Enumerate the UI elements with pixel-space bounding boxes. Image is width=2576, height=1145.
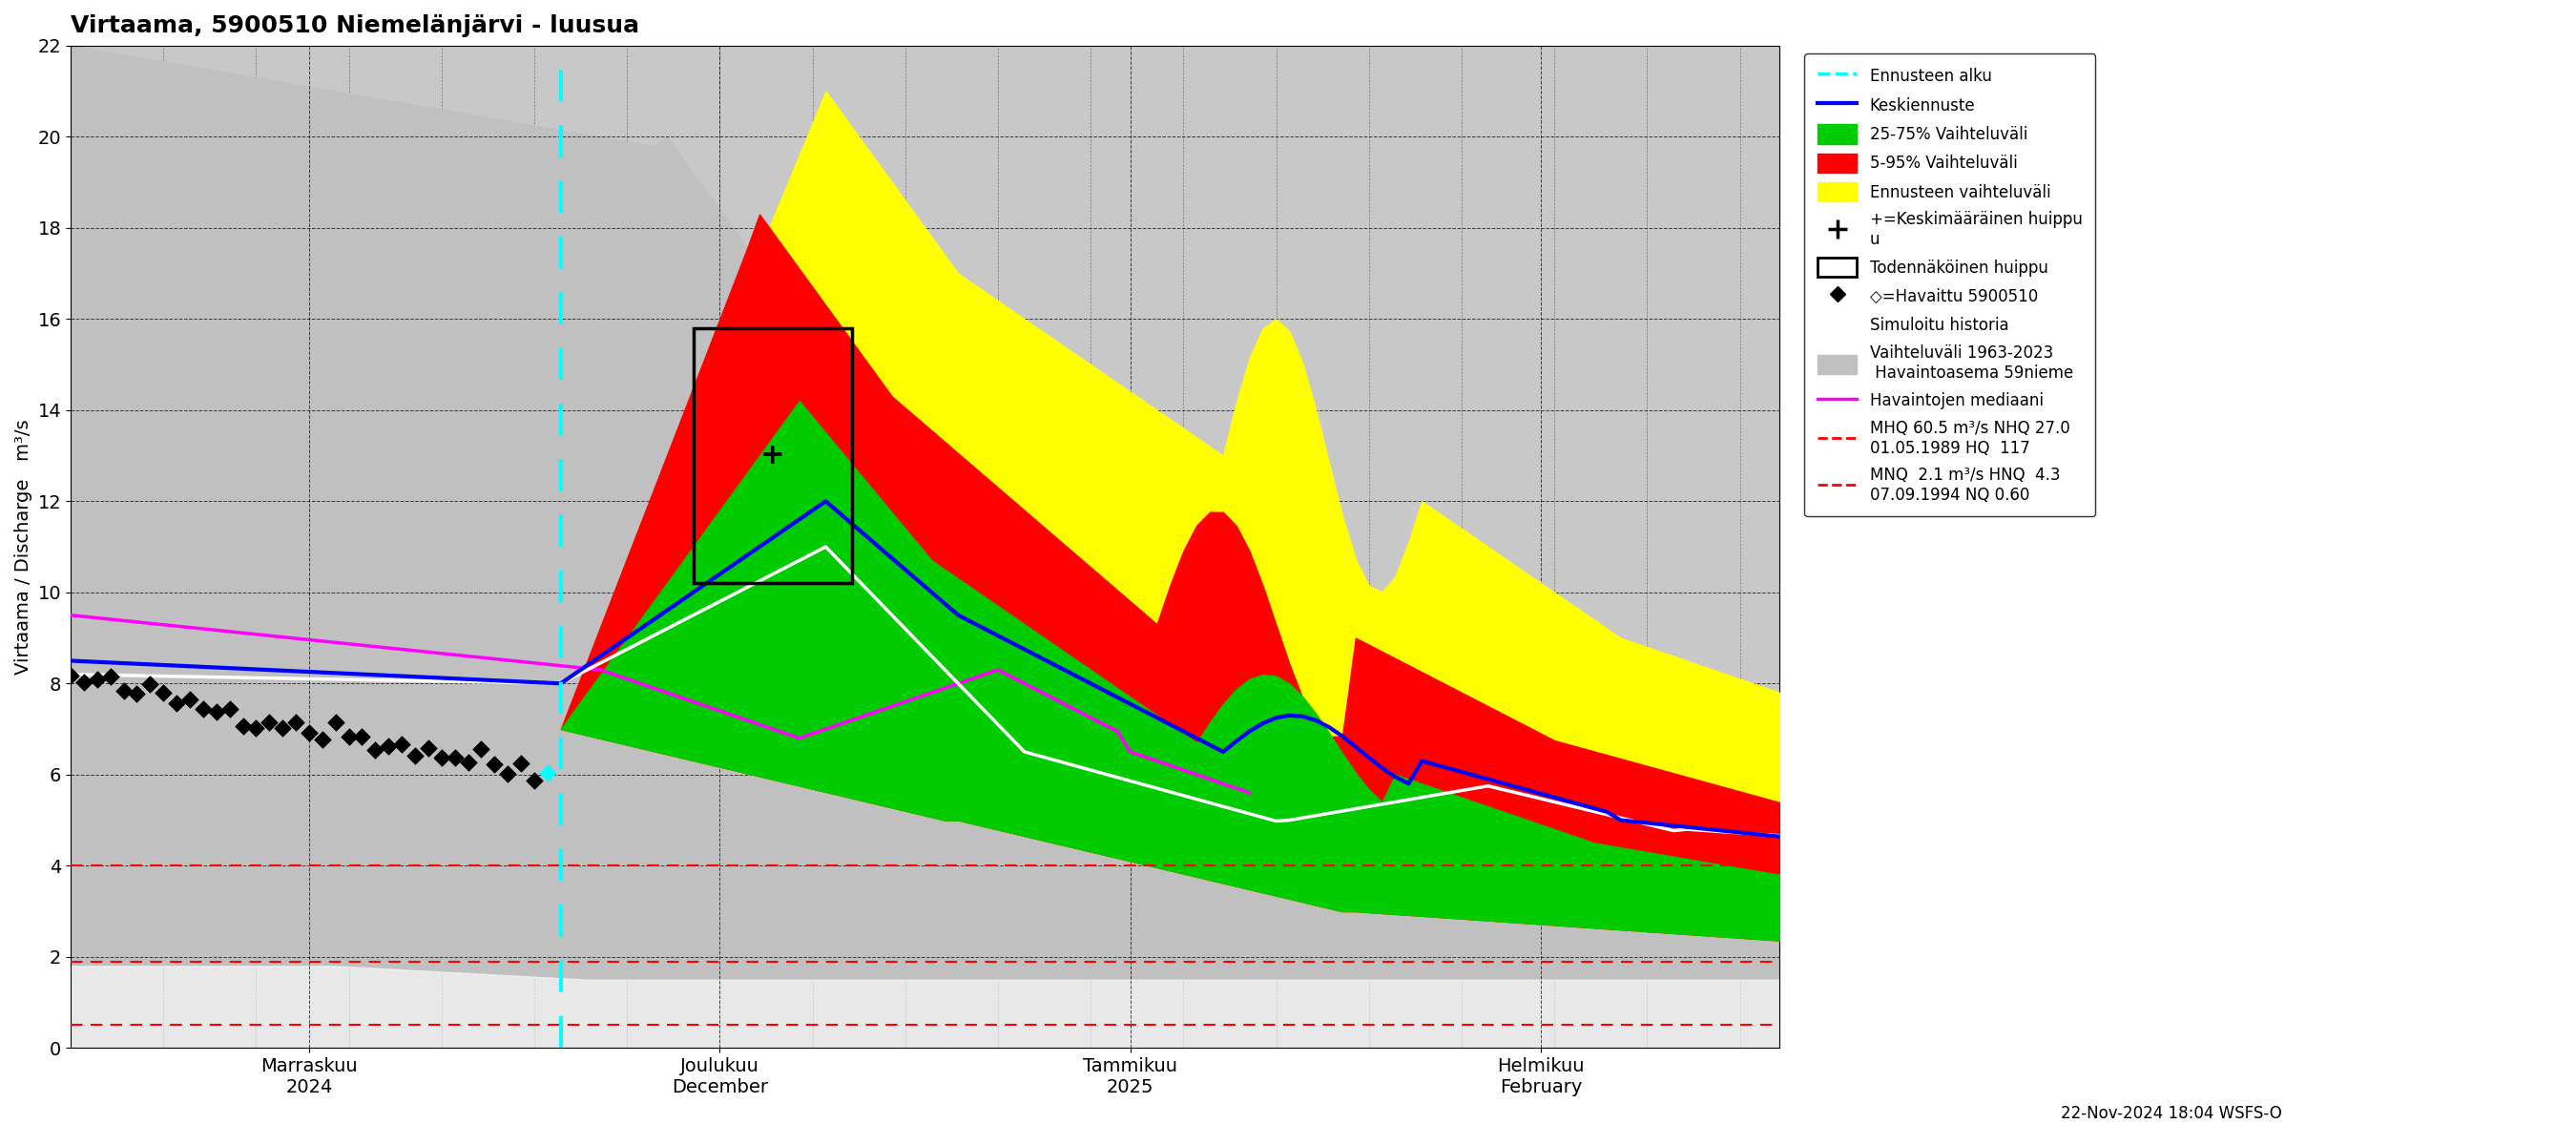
Point [222,718,263,736]
Point [487,765,528,783]
Point [129,674,170,693]
Point [209,700,250,718]
Point [49,666,90,685]
Point [528,764,569,782]
Point [381,735,422,753]
Point [157,694,198,712]
Point [196,702,237,720]
Point [394,747,435,765]
Point [116,685,157,703]
Point [343,728,384,747]
Point [435,749,477,767]
Point [234,719,276,737]
Point [355,741,397,759]
Point [513,771,554,789]
Legend: Ennusteen alku, Keskiennuste, 25-75% Vaihteluväli, 5-95% Vaihteluväli, Ennusteen: Ennusteen alku, Keskiennuste, 25-75% Vai… [1806,54,2094,516]
Point [263,719,304,737]
Point [250,713,291,732]
Point [183,700,224,718]
Point [327,727,368,745]
Point [77,671,118,689]
Point [474,755,515,773]
Point [142,684,183,702]
Bar [693,329,853,583]
Point [103,682,144,701]
Point [276,713,317,732]
Point [420,749,461,767]
Point [90,668,131,686]
Point [368,737,410,756]
Point [289,724,330,742]
Point [407,739,448,757]
Point [314,713,355,732]
Point [64,673,106,692]
Point [448,753,489,772]
Text: 22-Nov-2024 18:04 WSFS-O: 22-Nov-2024 18:04 WSFS-O [2061,1105,2282,1122]
Point [170,690,211,709]
Point [461,740,502,758]
Text: Virtaama, 5900510 Niemelänjärvi - luusua: Virtaama, 5900510 Niemelänjärvi - luusua [70,14,639,37]
Point [500,755,541,773]
Y-axis label: Virtaama / Discharge   m³/s: Virtaama / Discharge m³/s [15,419,33,674]
Text: +: + [760,442,786,469]
Point [301,729,343,748]
